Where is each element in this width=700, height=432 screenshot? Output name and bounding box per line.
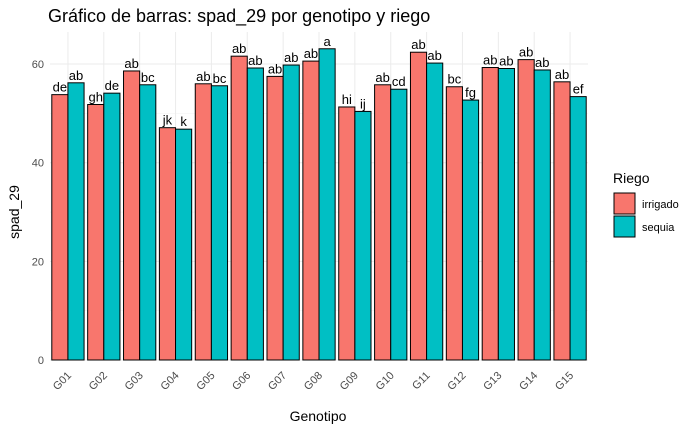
bar-label-irrigado-G02: gh	[88, 90, 102, 105]
x-tick-label: G12	[445, 370, 468, 393]
x-tick-label: G06	[230, 370, 253, 393]
bar-label-irrigado-G01: de	[53, 80, 67, 95]
y-tick-label: 60	[32, 59, 44, 71]
bar-sequia-G05	[210, 85, 229, 361]
bar-label-sequia-G12: fg	[465, 85, 476, 100]
x-tick-label: G07	[266, 370, 289, 393]
legend-label-sequia: sequia	[642, 222, 675, 234]
x-tick-label: G02	[87, 370, 110, 393]
bar-sequia-G09	[354, 110, 372, 361]
bar-label-irrigado-G15: ab	[555, 67, 569, 82]
legend-title: Riego	[613, 170, 650, 186]
bar-sequia-G04	[175, 128, 193, 361]
bar-irrigado-G01	[51, 94, 69, 361]
bar-sequia-G01	[67, 82, 85, 361]
bar-irrigado-G12	[445, 86, 463, 361]
bar-irrigado-G02	[87, 104, 105, 361]
bar-label-sequia-G02: de	[105, 78, 119, 93]
bar-sequia-G10	[390, 88, 408, 361]
bar-sequia-G11	[426, 62, 444, 361]
bar-irrigado-G04	[158, 127, 177, 361]
bar-label-irrigado-G12: bc	[448, 72, 462, 87]
bar-sequia-G14	[533, 69, 551, 361]
bar-label-sequia-G13: ab	[499, 53, 513, 68]
bar-label-sequia-G15: ef	[573, 82, 584, 97]
legend-label-irrigado: irrigado	[642, 199, 679, 211]
y-axis-title: spad_29	[6, 185, 22, 239]
bar-irrigado-G06	[230, 55, 248, 361]
bar-sequia-G07	[282, 64, 300, 361]
bar-irrigado-G11	[409, 51, 428, 361]
bar-label-irrigado-G13: ab	[483, 53, 497, 68]
bar-sequia-G08	[318, 48, 336, 361]
x-axis-ticks: G01 G02 G03 G04 G05 G06 G07 G08 G09 G10 G11 G12 G13 G…	[51, 370, 576, 393]
bar-label-irrigado-G06: ab	[232, 41, 246, 56]
bar-sequia-G06	[246, 67, 264, 361]
y-tick-label: 40	[32, 158, 44, 170]
bar-label-sequia-G03: bc	[141, 70, 155, 85]
bar-irrigado-G09	[338, 106, 356, 361]
bar-irrigado-G07	[266, 75, 284, 361]
bar-label-irrigado-G04: jk	[162, 113, 173, 128]
legend: Riego irrigado sequia	[613, 170, 679, 238]
bar-label-sequia-G01: ab	[69, 68, 83, 83]
bar-sequia-G02	[103, 92, 121, 361]
x-tick-label: G05	[194, 370, 217, 393]
bar-label-irrigado-G07: ab	[268, 61, 282, 76]
x-tick-label: G08	[302, 370, 325, 393]
bar-irrigado-G13	[481, 67, 499, 361]
bar-label-sequia-G14: ab	[535, 55, 549, 70]
x-tick-label: G14	[517, 370, 540, 393]
bar-label-sequia-G10: cd	[392, 74, 406, 89]
x-tick-label: G10	[374, 370, 397, 393]
y-axis-ticks: 0 20 40 60	[32, 59, 44, 367]
x-tick-label: G01	[51, 370, 74, 393]
bar-label-irrigado-G11: ab	[411, 37, 425, 52]
bar-label-sequia-G04: k	[180, 114, 187, 129]
bar-label-sequia-G07: ab	[284, 50, 298, 65]
bar-label-irrigado-G03: ab	[124, 56, 138, 71]
bar-label-sequia-G11: ab	[427, 48, 441, 63]
bar-sequia-G03	[139, 84, 157, 361]
y-tick-label: 0	[38, 355, 44, 367]
x-tick-label: G15	[553, 370, 576, 393]
bar-label-irrigado-G14: ab	[519, 45, 533, 60]
bar-label-sequia-G08: a	[323, 34, 331, 49]
bars-layer	[51, 48, 587, 361]
bar-label-irrigado-G10: ab	[375, 70, 389, 85]
bar-label-sequia-G05: bc	[213, 71, 227, 86]
x-tick-label: G13	[481, 370, 504, 393]
x-axis-title: Genotipo	[290, 408, 347, 424]
bar-sequia-G12	[461, 99, 480, 361]
bar-sequia-G13	[497, 67, 515, 361]
x-tick-label: G04	[158, 370, 181, 393]
bar-label-irrigado-G08: ab	[304, 46, 318, 61]
bar-sequia-G15	[569, 96, 587, 361]
bar-irrigado-G03	[123, 70, 141, 361]
bar-irrigado-G15	[553, 81, 571, 361]
legend-swatch-sequia	[613, 215, 636, 238]
bar-label-sequia-G09: ij	[360, 96, 366, 111]
x-tick-label: G03	[123, 370, 146, 393]
bar-irrigado-G08	[302, 60, 320, 361]
bar-irrigado-G14	[517, 59, 535, 361]
x-tick-label: G09	[338, 370, 361, 393]
bar-label-sequia-G06: ab	[248, 53, 262, 68]
y-tick-label: 20	[32, 256, 44, 268]
legend-swatch-irrigado	[613, 192, 636, 215]
bar-irrigado-G10	[374, 84, 392, 361]
bar-label-irrigado-G05: ab	[196, 69, 210, 84]
bar-label-irrigado-G09: hi	[342, 92, 352, 107]
chart-title: Gráfico de barras: spad_29 por genotipo …	[48, 6, 430, 27]
x-tick-label: G11	[410, 370, 433, 393]
bar-irrigado-G05	[194, 83, 212, 361]
